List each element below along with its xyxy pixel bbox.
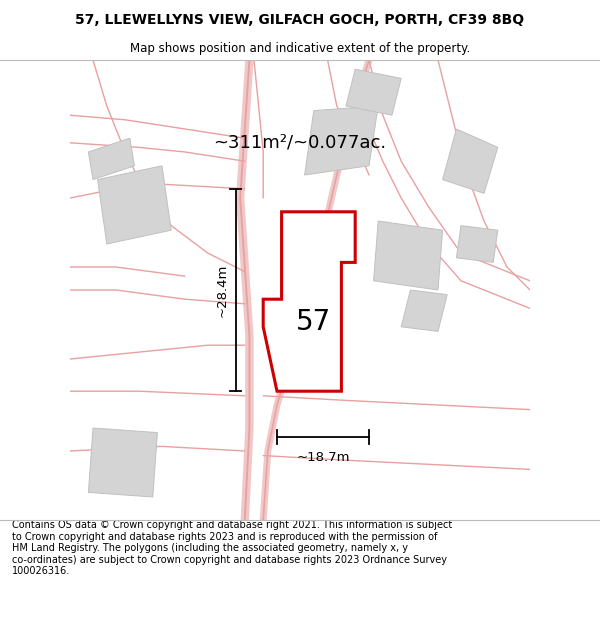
Polygon shape [263,212,355,391]
Text: Map shows position and indicative extent of the property.: Map shows position and indicative extent… [130,42,470,55]
Text: ~18.7m: ~18.7m [296,451,350,464]
Polygon shape [88,428,157,497]
Polygon shape [88,138,134,179]
Text: ~28.4m: ~28.4m [216,263,229,317]
Text: 57, LLEWELLYNS VIEW, GILFACH GOCH, PORTH, CF39 8BQ: 57, LLEWELLYNS VIEW, GILFACH GOCH, PORTH… [76,13,524,28]
Polygon shape [305,106,378,175]
Text: Contains OS data © Crown copyright and database right 2021. This information is : Contains OS data © Crown copyright and d… [12,520,452,576]
Polygon shape [443,129,498,193]
Text: ~311m²/~0.077ac.: ~311m²/~0.077ac. [214,134,386,152]
Polygon shape [374,221,443,290]
Text: 57: 57 [296,308,331,336]
Polygon shape [98,166,171,244]
Polygon shape [457,226,498,262]
Polygon shape [401,290,447,331]
Polygon shape [346,69,401,115]
Polygon shape [300,267,341,372]
